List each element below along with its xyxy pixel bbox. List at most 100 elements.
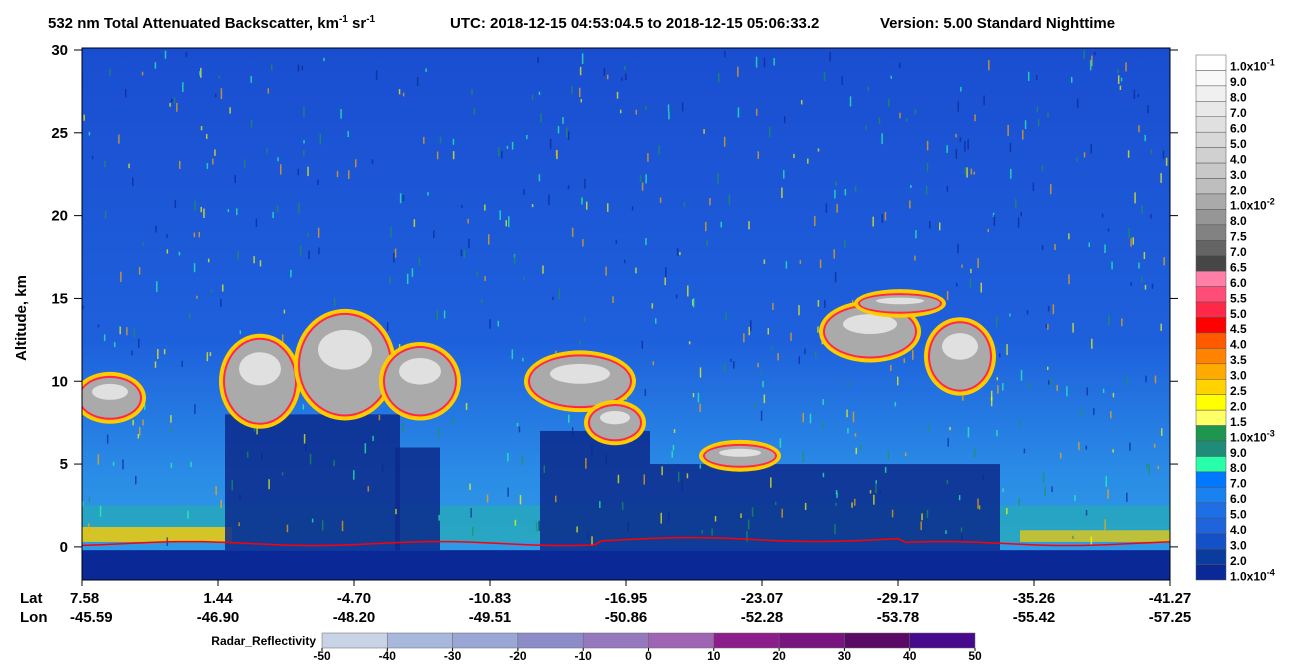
radar-tick-label: -30 — [444, 649, 462, 663]
speckle — [576, 526, 578, 533]
speckle — [660, 512, 662, 524]
speckle — [844, 188, 847, 196]
speckle — [542, 265, 544, 274]
speckle — [584, 178, 586, 189]
speckle — [605, 454, 608, 464]
colorbar-label-text: 8.0 — [1230, 461, 1247, 475]
speckle — [418, 257, 421, 266]
speckle — [452, 151, 455, 160]
colorbar-swatch — [1195, 178, 1227, 195]
speckle — [714, 516, 717, 522]
colorbar-label: 7.0 — [1230, 245, 1247, 259]
speckle — [305, 441, 307, 451]
speckle — [672, 444, 675, 451]
speckle — [915, 230, 917, 239]
speckle — [461, 204, 463, 209]
speckle — [523, 276, 525, 280]
y-tick-label: 30 — [51, 42, 68, 59]
speckle — [465, 402, 468, 410]
speckle — [1160, 173, 1162, 183]
colorbar-label: 2.5 — [1230, 384, 1247, 398]
speckle — [133, 328, 135, 338]
colorbar-swatch — [1195, 54, 1227, 71]
colorbar-label-text: 2.0 — [1230, 554, 1247, 568]
speckle — [505, 220, 508, 227]
speckle — [416, 76, 419, 87]
speckle — [238, 522, 240, 527]
speckle — [164, 50, 167, 59]
speckle — [187, 510, 189, 519]
speckle — [723, 363, 726, 373]
speckle — [1137, 93, 1140, 98]
speckle — [214, 149, 216, 156]
colorbar-label-text: 3.5 — [1230, 353, 1247, 367]
speckle — [1056, 384, 1058, 391]
radar-tick-label: 50 — [968, 649, 982, 663]
speckle — [625, 73, 627, 81]
speckle — [980, 282, 982, 293]
speckle — [1101, 213, 1104, 218]
speckle — [1120, 77, 1123, 82]
speckle — [896, 376, 899, 386]
speckle — [1151, 283, 1154, 289]
speckle — [781, 508, 783, 518]
speckle — [119, 326, 121, 335]
speckle — [97, 454, 100, 465]
radar-swatch — [321, 632, 388, 649]
speckle — [990, 390, 993, 401]
x-tick-label: -4.70 — [337, 590, 371, 607]
speckle — [1160, 428, 1163, 436]
speckle — [834, 271, 837, 283]
colorbar-label-text: 4.5 — [1230, 322, 1247, 336]
speckle — [88, 131, 91, 136]
speckle — [817, 326, 819, 333]
speckle — [1078, 442, 1080, 451]
colorbar-swatch — [1195, 270, 1227, 287]
y-axis-label: Altitude, km — [13, 275, 30, 361]
x-tick-label: -57.25 — [1149, 609, 1192, 626]
speckle — [190, 461, 192, 467]
speckle — [846, 409, 848, 418]
speckle — [1007, 124, 1009, 136]
colorbar-label: 6.5 — [1230, 260, 1247, 274]
speckle — [960, 86, 962, 92]
colorbar-swatch — [1195, 440, 1227, 457]
speckle — [926, 509, 929, 518]
speckle — [762, 380, 764, 388]
speckle — [1090, 536, 1093, 545]
radar-tick-label: 10 — [707, 649, 721, 663]
colorbar-label: 7.0 — [1230, 106, 1247, 120]
speckle — [1028, 382, 1031, 390]
speckle — [770, 477, 772, 488]
speckle — [277, 157, 279, 162]
speckle — [884, 211, 887, 221]
speckle — [763, 259, 766, 264]
colorbar-label: 3.5 — [1230, 353, 1247, 367]
speckle — [272, 211, 274, 219]
speckle — [194, 404, 196, 414]
speckle — [982, 474, 985, 481]
speckle — [800, 100, 803, 105]
colorbar-label: 3.0 — [1230, 168, 1247, 182]
radar-swatch — [909, 632, 976, 649]
speckle — [647, 153, 649, 162]
speckle — [1083, 152, 1086, 158]
cloud-core — [239, 352, 281, 386]
radar-tick-label: -40 — [379, 649, 397, 663]
speckle — [591, 536, 593, 546]
speckle — [1104, 519, 1106, 531]
speckle — [961, 534, 963, 543]
speckle — [1093, 408, 1095, 416]
speckle — [887, 450, 890, 460]
x-tick-label: -55.42 — [1013, 609, 1056, 626]
colorbar-label: 1.0x10-4 — [1230, 567, 1275, 583]
speckle — [977, 498, 979, 509]
speckle — [538, 520, 540, 531]
speckle — [178, 251, 181, 256]
speckle — [501, 151, 503, 159]
speckle — [526, 134, 528, 140]
speckle — [679, 252, 681, 256]
speckle — [142, 419, 144, 426]
speckle — [402, 195, 405, 201]
speckle — [615, 239, 618, 244]
